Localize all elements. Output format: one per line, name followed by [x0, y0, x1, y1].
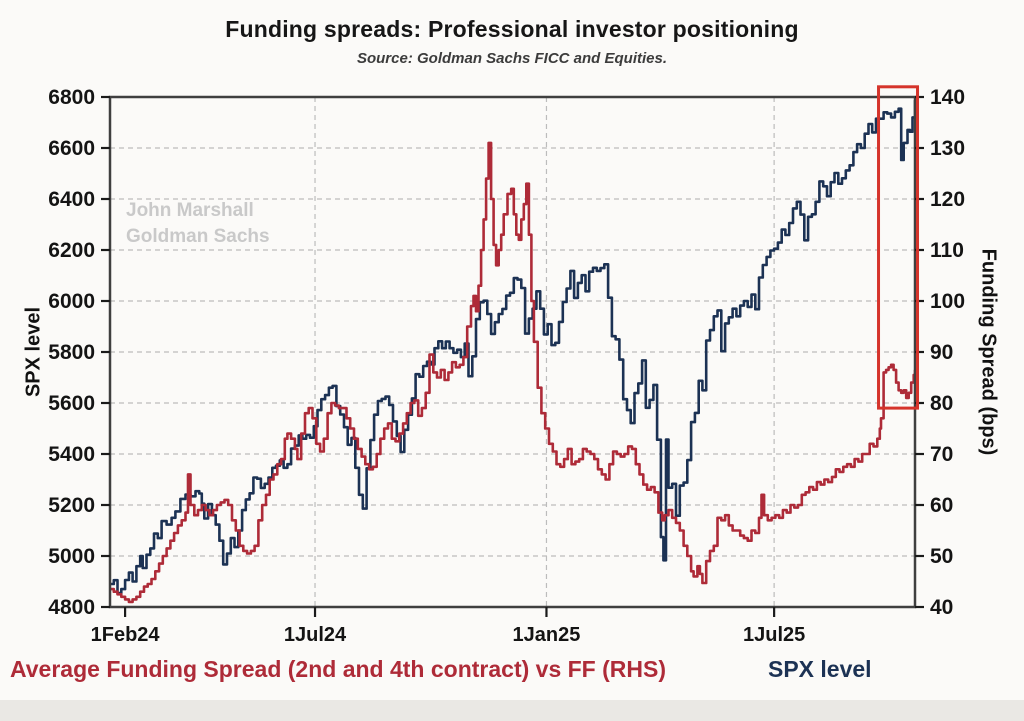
right-axis-tick-label: 60 [930, 494, 953, 517]
right-axis-tick-label: 40 [930, 596, 953, 619]
left-axis-tick-label: 5600 [48, 392, 95, 415]
right-axis-title: Funding Spread (bps) [977, 248, 1000, 456]
annotation-box [877, 85, 920, 410]
right-axis-tick-label: 130 [930, 137, 965, 160]
funding-spread-line [110, 141, 917, 604]
spx-line [110, 100, 917, 595]
bottom-margin-strip [0, 700, 1024, 721]
x-axis-tick-label: 1Jul25 [743, 624, 805, 646]
left-axis-tick-label: 6000 [48, 290, 95, 313]
left-axis-title: SPX level [22, 306, 45, 398]
right-axis-tick-label: 80 [930, 392, 953, 415]
x-axis-tick-label: 1Feb24 [91, 624, 161, 646]
right-axis-tick-label: 120 [930, 188, 965, 211]
left-axis-tick-label: 4800 [48, 596, 95, 619]
chart-source-subtitle: Source: Goldman Sachs FICC and Equities. [356, 50, 668, 67]
right-axis-tick-label: 90 [930, 341, 953, 364]
left-axis-tick-label: 6800 [48, 86, 95, 109]
x-axis-tick-label: 1Jan25 [513, 624, 581, 646]
right-axis-tick-label: 50 [930, 545, 953, 568]
left-axis-tick-label: 6600 [48, 137, 95, 160]
left-axis-tick-label: 5200 [48, 494, 95, 517]
left-axis-tick-label: 6200 [48, 239, 95, 262]
x-axis-tick-label: 1Jul24 [284, 624, 347, 646]
left-axis-tick-label: 6400 [48, 188, 95, 211]
right-axis-tick-label: 100 [930, 290, 965, 313]
page-title: Funding spreads: Professional investor p… [225, 16, 799, 42]
right-axis-tick-label: 110 [930, 239, 964, 262]
legend-spx-level: SPX level [768, 656, 872, 682]
legend-funding-spread: Average Funding Spread (2nd and 4th cont… [10, 656, 666, 682]
left-axis-tick-label: 5800 [48, 341, 95, 364]
right-axis-tick-label: 70 [930, 443, 953, 466]
left-axis-tick-label: 5400 [48, 443, 95, 466]
left-axis-tick-label: 5000 [48, 545, 95, 568]
right-axis-tick-label: 140 [930, 86, 965, 109]
